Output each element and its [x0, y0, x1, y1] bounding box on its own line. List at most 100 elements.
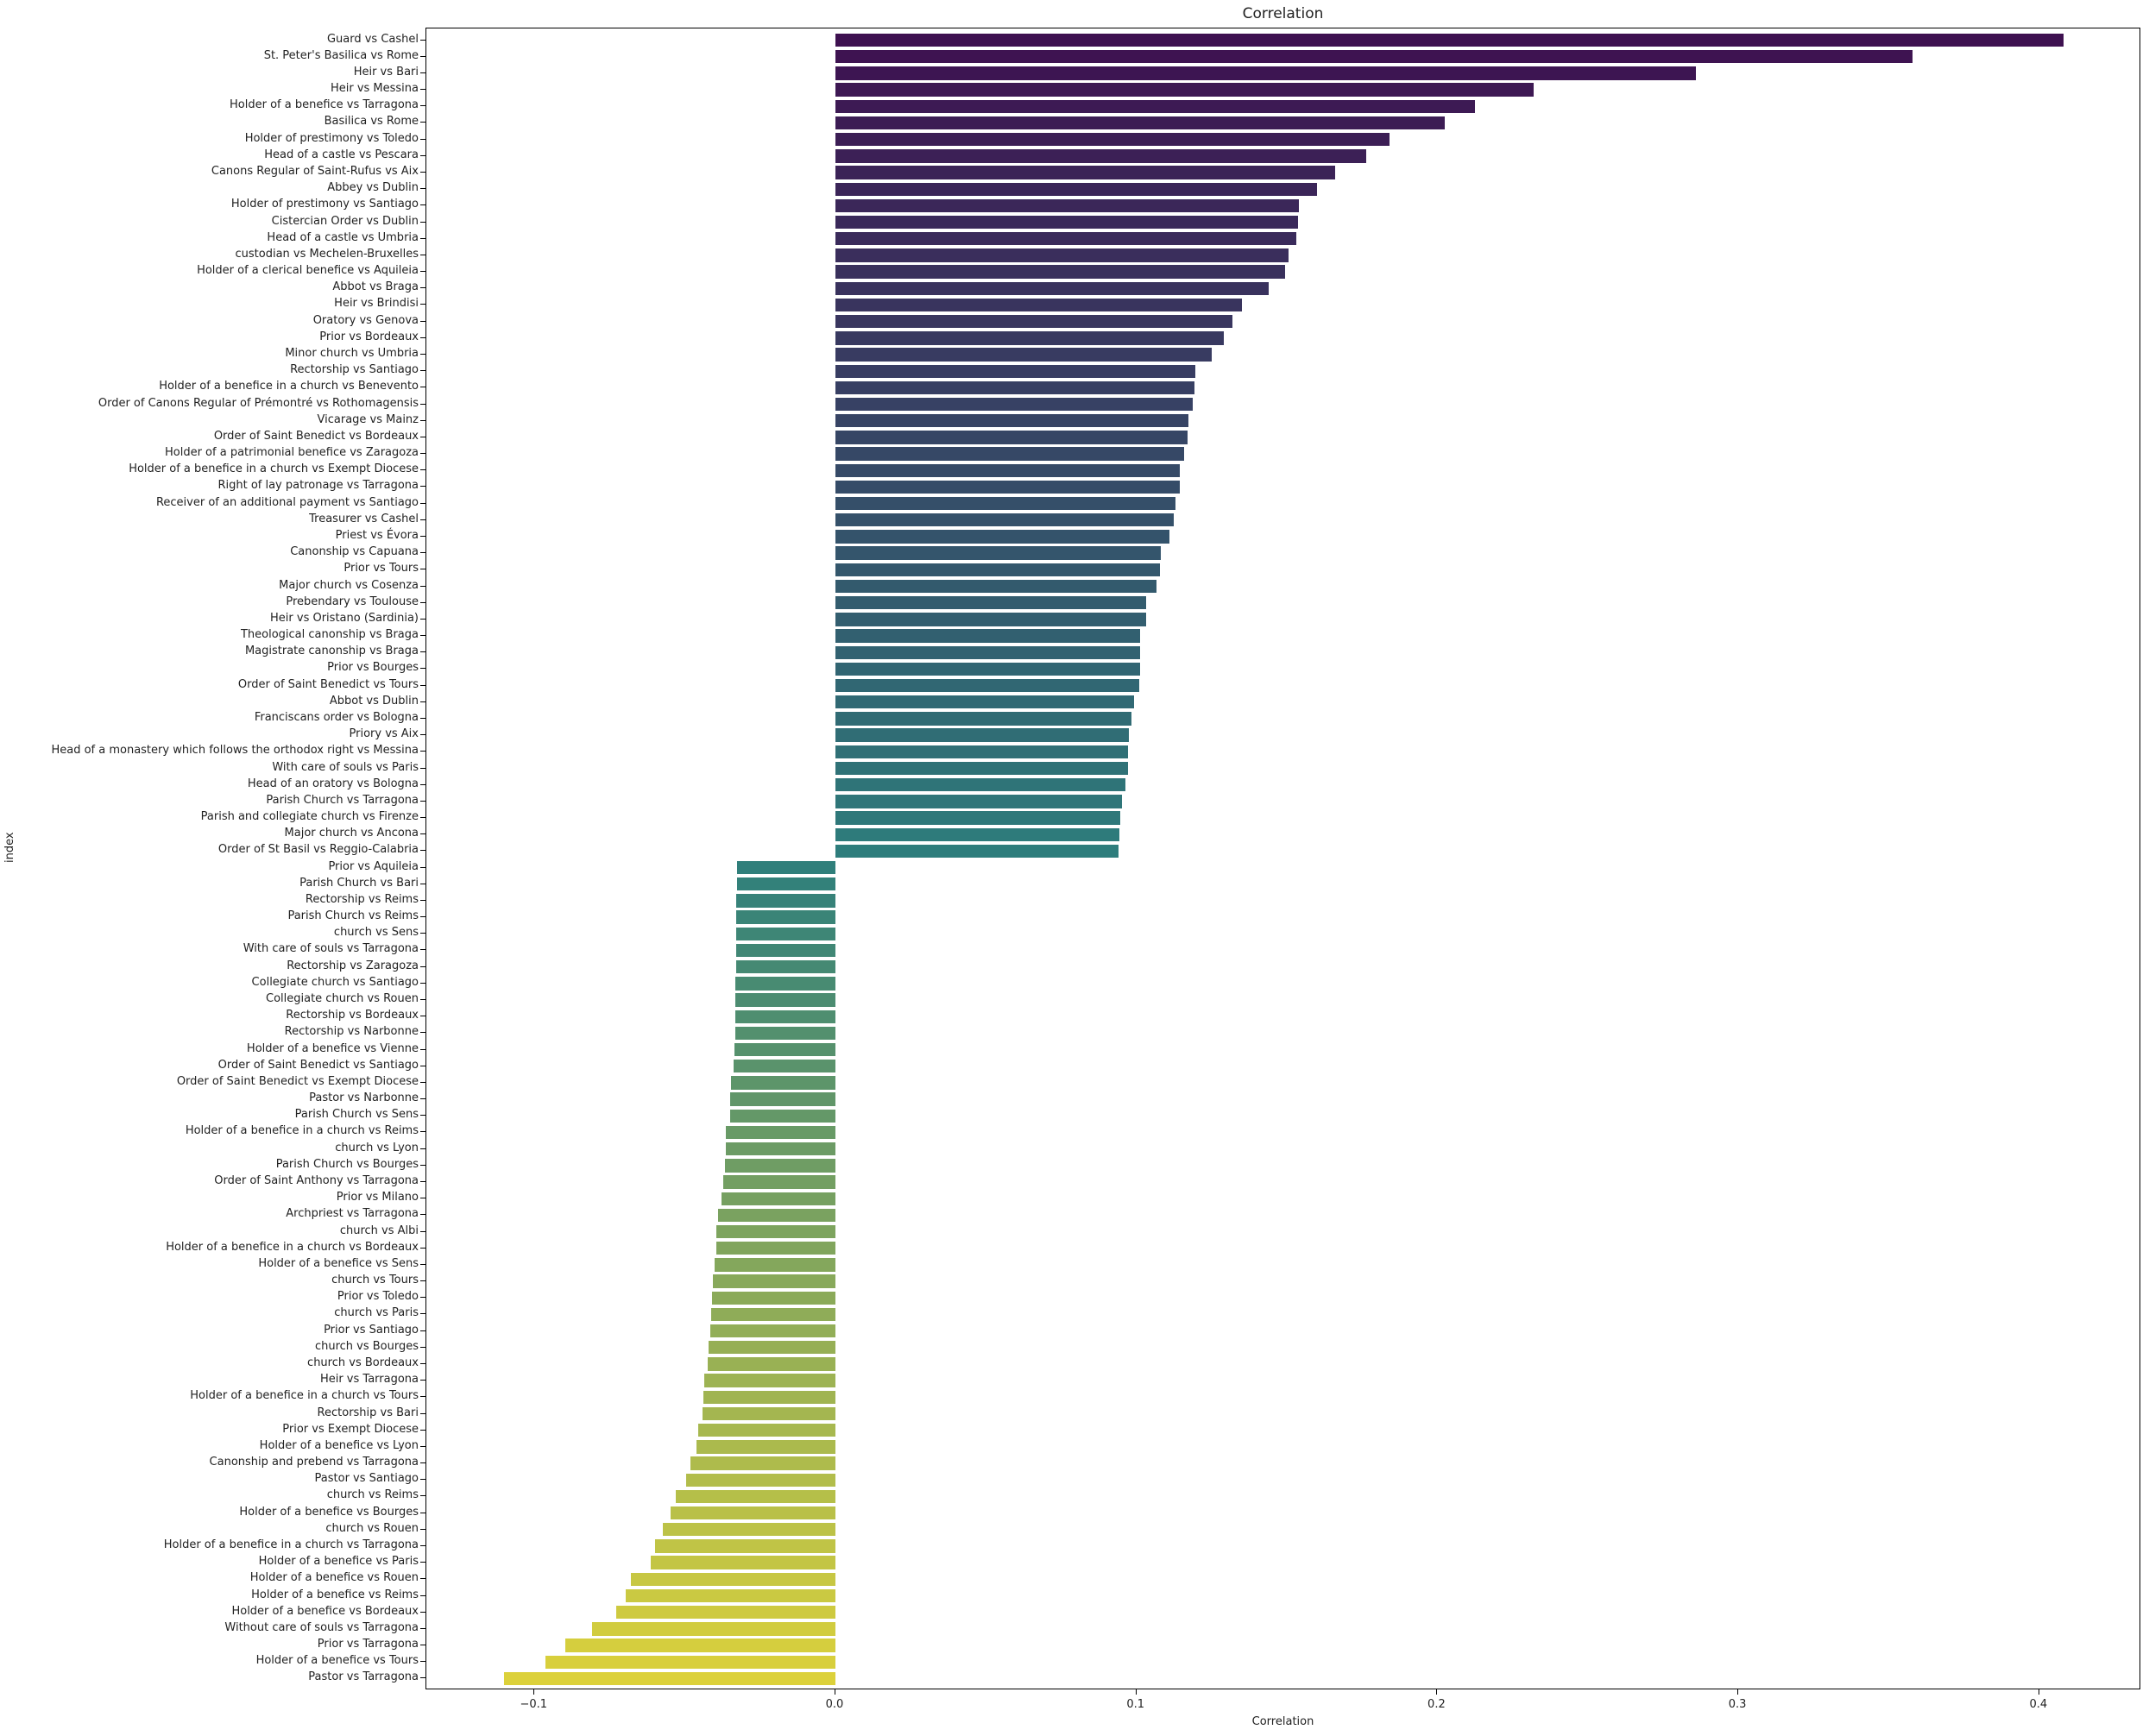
y-tick-mark	[420, 354, 425, 355]
y-tick-label: Theological canonship vs Braga	[240, 628, 419, 642]
y-tick-mark	[420, 1247, 425, 1249]
y-tick-label: Prior vs Santiago	[324, 1323, 419, 1337]
y-tick-label: Holder of a benefice in a church vs Bene…	[159, 380, 419, 393]
y-tick-mark	[420, 635, 425, 637]
bar	[835, 678, 1140, 693]
bar	[714, 1258, 835, 1272]
bar	[686, 1473, 835, 1487]
bar	[670, 1506, 835, 1520]
y-tick-label: Prior vs Exempt Diocese	[282, 1422, 419, 1436]
y-tick-mark	[420, 419, 425, 421]
bar	[715, 1224, 835, 1239]
bar	[676, 1489, 835, 1504]
bar	[703, 1390, 835, 1405]
y-tick-mark	[420, 668, 425, 670]
y-tick-label: custodian vs Mechelen-Bruxelles	[235, 247, 419, 261]
y-tick-label: Holder of a benefice vs Bordeaux	[231, 1604, 419, 1618]
y-tick-label: Vicarage vs Mainz	[317, 412, 419, 426]
y-tick-label: church vs Lyon	[335, 1141, 419, 1154]
y-tick-mark	[420, 965, 425, 967]
bar	[835, 496, 1176, 511]
y-tick-label: Archpriest vs Tarragona	[286, 1207, 419, 1221]
y-tick-label: Pastor vs Santiago	[314, 1472, 419, 1486]
y-tick-mark	[420, 1263, 425, 1265]
y-tick-mark	[420, 39, 425, 41]
y-tick-mark	[420, 287, 425, 289]
y-tick-mark	[420, 1611, 425, 1613]
bar	[835, 629, 1140, 643]
y-tick-label: Rectorship vs Zaragoza	[287, 959, 419, 972]
y-tick-label: Rectorship vs Bari	[317, 1406, 419, 1419]
y-tick-mark	[420, 684, 425, 686]
y-tick-label: Canons Regular of Saint-Rufus vs Aix	[211, 165, 419, 179]
y-tick-label: Parish Church vs Reims	[287, 909, 419, 923]
y-tick-label: Holder of a benefice in a church vs Exem…	[129, 462, 419, 476]
y-tick-label: Heir vs Bari	[353, 65, 419, 79]
y-tick-mark	[420, 601, 425, 603]
y-tick-mark	[420, 717, 425, 719]
bar	[835, 662, 1140, 676]
y-tick-mark	[420, 337, 425, 338]
x-axis-label: Correlation	[1251, 1715, 1314, 1728]
y-tick-mark	[420, 585, 425, 587]
bar	[690, 1456, 835, 1470]
y-tick-mark	[420, 89, 425, 91]
y-tick-mark	[420, 999, 425, 1001]
y-tick-label: Prior vs Milano	[336, 1191, 419, 1205]
y-tick-mark	[420, 618, 425, 620]
y-tick-mark	[420, 1164, 425, 1166]
y-tick-mark	[420, 154, 425, 156]
y-tick-mark	[420, 519, 425, 520]
bar	[736, 860, 835, 875]
y-tick-mark	[420, 701, 425, 702]
y-tick-label: Rectorship vs Santiago	[290, 363, 419, 377]
y-tick-mark	[420, 304, 425, 305]
y-tick-label: Holder of a benefice vs Tarragona	[230, 98, 419, 112]
y-tick-mark	[420, 453, 425, 455]
y-tick-mark	[420, 55, 425, 57]
y-tick-mark	[420, 1313, 425, 1315]
y-tick-label: Order of Saint Benedict vs Exempt Dioces…	[176, 1074, 419, 1088]
x-tick-label: 0.3	[1728, 1698, 1747, 1711]
y-tick-label: church vs Sens	[333, 926, 419, 940]
y-tick-label: Order of Saint Benedict vs Bordeaux	[213, 429, 419, 443]
y-tick-mark	[420, 982, 425, 984]
y-tick-label: Parish Church vs Tarragona	[266, 793, 419, 807]
y-tick-label: Holder of a clerical benefice vs Aquilei…	[197, 264, 419, 278]
y-tick-label: church vs Bordeaux	[307, 1355, 419, 1369]
bar	[735, 959, 835, 974]
y-tick-mark	[420, 1181, 425, 1182]
y-tick-label: Holder of a benefice vs Lyon	[259, 1438, 419, 1452]
y-tick-label: Collegiate church vs Rouen	[266, 992, 419, 1006]
bar	[729, 1092, 835, 1106]
y-tick-label: Rectorship vs Narbonne	[284, 1025, 419, 1039]
bar	[835, 397, 1193, 412]
y-tick-label: Prior vs Toledo	[337, 1290, 419, 1304]
bar	[835, 745, 1128, 758]
y-tick-label: Holder of a benefice vs Tours	[255, 1654, 419, 1668]
y-tick-mark	[420, 1479, 425, 1481]
bar	[734, 1026, 835, 1041]
y-tick-label: Holder of a benefice in a church vs Reim…	[185, 1124, 419, 1138]
y-tick-mark	[420, 502, 425, 504]
bar	[734, 1010, 835, 1023]
y-tick-label: Order of Saint Benedict vs Tours	[237, 677, 419, 691]
y-tick-mark	[420, 1412, 425, 1414]
y-tick-label: Order of Saint Benedict vs Santiago	[217, 1058, 419, 1072]
y-tick-label: Parish Church vs Sens	[294, 1108, 419, 1122]
bar	[630, 1572, 835, 1586]
y-tick-label: Holder of a benefice vs Reims	[251, 1588, 419, 1601]
y-tick-label: Prior vs Tarragona	[317, 1638, 419, 1651]
bar	[835, 712, 1132, 726]
x-tick-mark	[1737, 1689, 1739, 1695]
y-tick-label: Prior vs Tours	[343, 562, 419, 576]
bar	[835, 381, 1194, 395]
bar	[734, 993, 835, 1007]
bar	[724, 1159, 835, 1173]
y-tick-label: Holder of a benefice in a church vs Tarr…	[163, 1538, 419, 1551]
y-tick-mark	[420, 1661, 425, 1663]
y-tick-label: Major church vs Cosenza	[279, 578, 419, 592]
bar	[835, 513, 1174, 527]
y-tick-label: Abbey vs Dublin	[327, 181, 419, 195]
bar	[835, 215, 1298, 230]
